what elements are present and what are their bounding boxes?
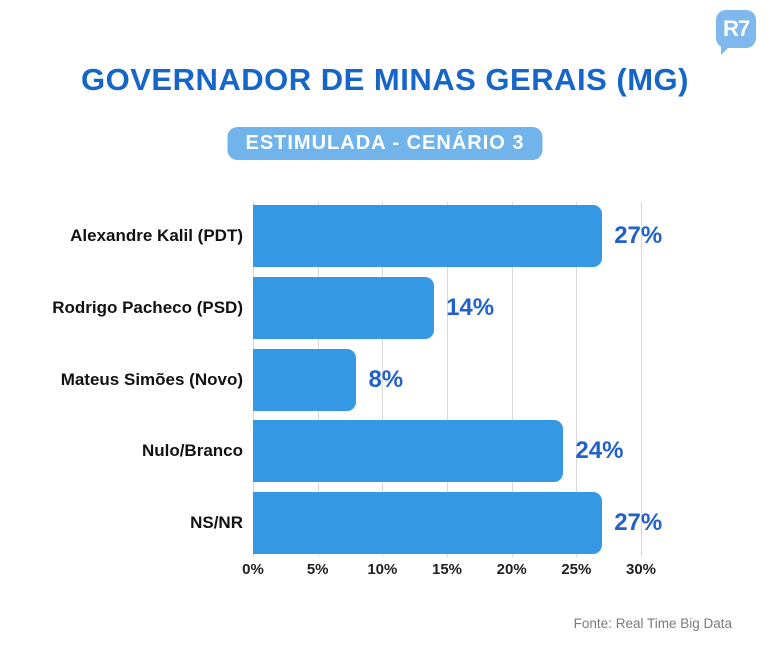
r7-logo-text: R7 bbox=[722, 16, 750, 41]
x-tick-label: 15% bbox=[431, 561, 463, 578]
bar bbox=[253, 349, 357, 411]
bar-row: 24% bbox=[253, 420, 641, 482]
bar-row: 14% bbox=[253, 277, 641, 339]
x-tick-label: 30% bbox=[625, 561, 657, 578]
bar-row: 27% bbox=[253, 492, 662, 554]
source-note: Fonte: Real Time Big Data bbox=[573, 616, 732, 631]
gridline bbox=[511, 202, 513, 557]
bar bbox=[253, 492, 603, 554]
category-label: Nulo/Branco bbox=[141, 441, 243, 460]
x-tick-label: 20% bbox=[496, 561, 527, 578]
bar bbox=[253, 420, 564, 482]
category-labels: Alexandre Kalil (PDT) Rodrigo Pacheco (PS… bbox=[0, 202, 243, 557]
category-label: Alexandre Kalil (PDT) bbox=[70, 226, 243, 245]
gridline bbox=[382, 202, 384, 557]
r7-logo: R7 bbox=[716, 10, 756, 55]
bar-value-label: 27% bbox=[614, 222, 663, 249]
x-tick-label: 5% bbox=[306, 561, 329, 578]
bar-rows: 27% 14% 8% 24% 27% bbox=[253, 202, 662, 557]
gridline bbox=[576, 202, 578, 557]
scenario-badge: ESTIMULADA - CENÁRIO 3 bbox=[227, 127, 543, 160]
bar-value-label: 24% bbox=[575, 437, 624, 464]
bar-row: 27% bbox=[253, 205, 662, 267]
category-label: NS/NR bbox=[190, 513, 243, 532]
gridline bbox=[641, 202, 642, 557]
x-axis-ticks: 0% 5% 10% 15% 20% 25% 30% bbox=[242, 561, 656, 581]
gridline bbox=[447, 202, 448, 557]
bar-value-label: 8% bbox=[368, 366, 404, 393]
x-tick-label: 10% bbox=[367, 561, 398, 578]
bar bbox=[253, 277, 435, 339]
category-label: Mateus Simões (Novo) bbox=[60, 370, 243, 389]
x-tick-label: 25% bbox=[561, 561, 592, 578]
x-tick-label: 0% bbox=[242, 561, 264, 578]
page-title: GOVERNADOR DE MINAS GERAIS (MG) bbox=[81, 62, 689, 97]
bar-row: 8% bbox=[253, 349, 641, 411]
bar-value-label: 27% bbox=[614, 509, 663, 536]
bar bbox=[253, 205, 603, 267]
bar-value-label: 14% bbox=[446, 294, 495, 321]
category-label: Rodrigo Pacheco (PSD) bbox=[52, 298, 243, 317]
